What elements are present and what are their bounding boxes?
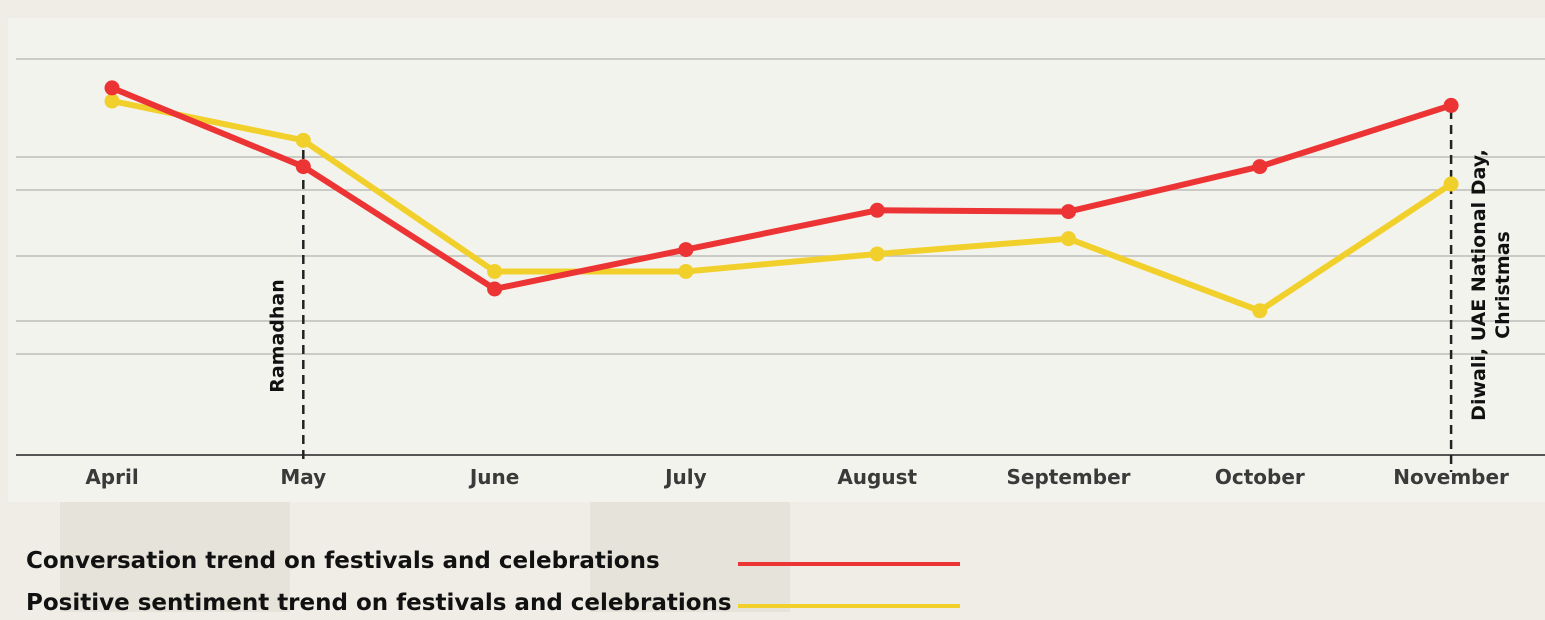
data-point-conversation	[1252, 159, 1268, 175]
series-line-sentiment	[109, 98, 1455, 314]
x-tick-label: June	[468, 465, 519, 489]
x-tick-label: May	[280, 465, 326, 489]
x-tick-label: August	[837, 465, 917, 489]
data-point-sentiment	[1061, 231, 1076, 247]
event-annotation-label: Ramadhan	[266, 279, 288, 393]
data-point-conversation	[1443, 97, 1459, 113]
data-point-sentiment	[1443, 176, 1459, 192]
data-point-conversation	[1061, 204, 1076, 220]
data-point-sentiment	[678, 263, 694, 279]
event-annotation-label: Diwali, UAE National Day, Christmas	[1468, 149, 1514, 421]
background-building-shape	[60, 502, 290, 612]
legend-swatch-sentiment	[738, 604, 960, 608]
background-building-shape	[590, 502, 790, 612]
data-point-sentiment	[869, 246, 885, 262]
series-line-conversation	[109, 84, 1455, 292]
data-point-conversation	[295, 159, 311, 175]
event-annotation-label-line: Christmas	[1492, 231, 1514, 339]
x-tick-label: April	[85, 465, 138, 489]
data-point-conversation	[487, 281, 503, 297]
legend-label-conversation: Conversation trend on festivals and cele…	[26, 548, 660, 574]
x-tick-label: November	[1393, 465, 1509, 489]
legend-item-sentiment: Positive sentiment trend on festivals an…	[26, 590, 732, 620]
data-point-sentiment	[104, 93, 120, 109]
x-tick-label: September	[1007, 465, 1131, 489]
x-tick-label: October	[1215, 465, 1305, 489]
data-point-sentiment	[295, 132, 311, 148]
chart-panel	[8, 18, 1545, 502]
event-annotation-label-line: Diwali, UAE National Day,	[1468, 149, 1490, 421]
legend-label-sentiment: Positive sentiment trend on festivals an…	[26, 590, 732, 616]
data-point-sentiment	[1252, 303, 1268, 319]
data-point-conversation	[104, 80, 120, 96]
legend-swatch-conversation	[738, 562, 960, 566]
data-point-sentiment	[487, 263, 503, 279]
legend-item-conversation: Conversation trend on festivals and cele…	[26, 548, 660, 578]
data-point-conversation	[678, 242, 694, 258]
x-tick-label: July	[663, 465, 707, 489]
data-point-conversation	[869, 202, 885, 218]
